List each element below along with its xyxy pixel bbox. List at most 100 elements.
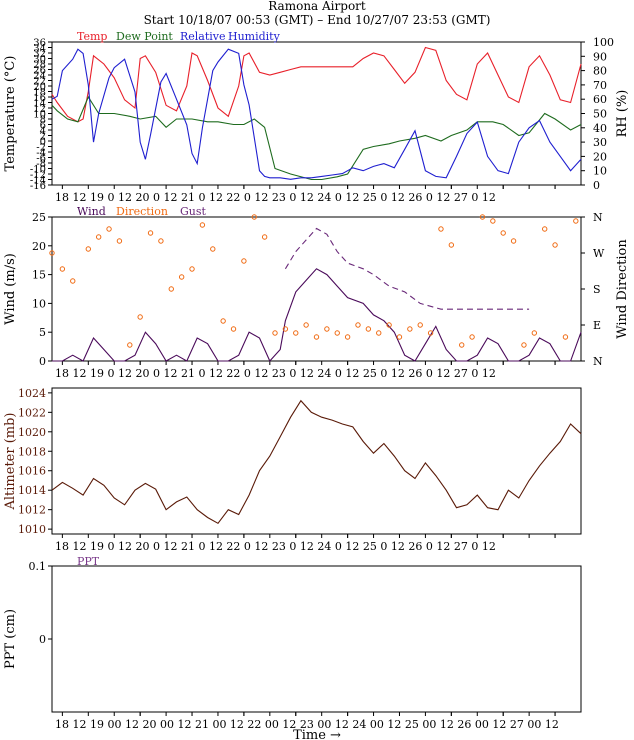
y2-tick-label: 30 bbox=[593, 136, 607, 149]
direction-point bbox=[324, 326, 330, 332]
y-tick-label: 14 bbox=[33, 99, 46, 110]
legend-item: PPT bbox=[77, 555, 100, 568]
y2-tick-label: W bbox=[593, 247, 605, 260]
y2-tick-label: 40 bbox=[593, 122, 607, 135]
y-tick-label: 1010 bbox=[18, 523, 46, 536]
direction-point bbox=[562, 334, 569, 340]
plot-frame bbox=[51, 387, 582, 535]
y-tick-label: 26 bbox=[33, 66, 46, 77]
y-tick-label: 10 bbox=[33, 110, 46, 121]
direction-point bbox=[521, 342, 527, 348]
y2-tick-label: S bbox=[593, 283, 601, 296]
plot-frame bbox=[51, 41, 582, 186]
precipitation-panel: 0 0.1 PPT (cm) 18 12 19 00 12 20 00 12 21 0… bbox=[3, 555, 582, 731]
chart-title: Ramona Airport bbox=[268, 0, 366, 13]
y-axis-label: Wind (m/s) bbox=[3, 253, 18, 325]
y-tick-label: 0 bbox=[39, 355, 46, 368]
legend-item: Direction bbox=[116, 205, 168, 218]
temp-line bbox=[51, 46, 582, 123]
direction-point bbox=[396, 334, 403, 340]
y-axis-label: Altimeter (mb) bbox=[3, 412, 18, 510]
y-tick-label: 1024 bbox=[18, 387, 46, 400]
x-tick-labels: 18 12 19 0 12 20 0 12 21 0 12 22 0 12 23… bbox=[55, 540, 496, 553]
y-tick-label: -4 bbox=[36, 148, 46, 159]
x-axis-label: Time → bbox=[293, 728, 341, 740]
plot-frame bbox=[51, 565, 582, 713]
y2-tick-label: 80 bbox=[593, 65, 607, 78]
y2-tick-label: N bbox=[593, 355, 603, 368]
y-tick-label: -6 bbox=[36, 154, 46, 165]
chart-subtitle: Start 10/18/07 00:53 (GMT) – End 10/27/0… bbox=[144, 13, 491, 27]
direction-point bbox=[427, 330, 434, 336]
y2-tick-label: 90 bbox=[593, 50, 607, 63]
y-tick-label: 4 bbox=[40, 126, 46, 137]
direction-point bbox=[272, 330, 278, 336]
y-tick-label: 2 bbox=[40, 132, 46, 143]
direction-point bbox=[116, 238, 123, 244]
y2-axis-label: RH (%) bbox=[615, 90, 630, 138]
direction-point bbox=[541, 226, 548, 232]
legend-item: Relative bbox=[180, 30, 226, 43]
y-tick-label: 1014 bbox=[18, 484, 46, 497]
direction-point bbox=[230, 326, 237, 332]
wind-line bbox=[52, 268, 582, 362]
direction-point bbox=[199, 222, 206, 228]
direction-point bbox=[376, 330, 382, 336]
y-tick-label: 16 bbox=[33, 93, 46, 104]
y-tick-label: 32 bbox=[33, 49, 46, 60]
y-tick-label: 1020 bbox=[18, 426, 46, 439]
direction-point bbox=[479, 214, 486, 220]
y2-tick-label: E bbox=[593, 319, 601, 332]
direction-point bbox=[303, 322, 309, 328]
direction-point bbox=[365, 326, 372, 332]
direction-point bbox=[220, 318, 226, 324]
wind-panel: 0 5 10 15 20 25 N E S W N Wind (m/s) Wind Direction 1… bbox=[3, 205, 630, 380]
direction-point bbox=[49, 250, 55, 256]
direction-point bbox=[178, 274, 185, 280]
y-tick-label: -14 bbox=[30, 176, 46, 187]
legend-item: Gust bbox=[180, 205, 207, 218]
y-tick-label: 20 bbox=[32, 240, 46, 253]
y-tick-label: -12 bbox=[30, 170, 46, 181]
direction-point bbox=[210, 246, 216, 252]
y-tick-label: 34 bbox=[33, 44, 46, 55]
y2-tick-label: 20 bbox=[593, 150, 607, 163]
y-tick-label: 24 bbox=[33, 71, 46, 82]
y-tick-label: 12 bbox=[33, 104, 46, 115]
direction-point bbox=[417, 322, 423, 328]
direction-point bbox=[313, 334, 320, 340]
direction-point bbox=[510, 238, 517, 244]
y2-tick-label: 60 bbox=[593, 93, 607, 106]
legend-item: Humidity bbox=[228, 30, 281, 43]
y-tick-label: 18 bbox=[33, 88, 46, 99]
y-tick-label: 0 bbox=[39, 633, 46, 646]
direction-point bbox=[531, 330, 538, 336]
y-tick-label: 10 bbox=[32, 297, 46, 310]
direction-point bbox=[70, 278, 76, 284]
direction-point bbox=[189, 266, 195, 272]
y-tick-label: 22 bbox=[33, 77, 46, 88]
y-tick-label: 20 bbox=[33, 82, 46, 93]
gust-line bbox=[284, 227, 530, 310]
direction-point bbox=[438, 226, 444, 232]
direction-point bbox=[448, 242, 455, 248]
y-tick-label: 30 bbox=[33, 55, 46, 66]
direction-point bbox=[137, 314, 143, 320]
x-tick-labels: 18 12 19 0 12 20 0 12 21 0 12 22 0 12 23… bbox=[55, 367, 496, 380]
direction-point bbox=[293, 330, 299, 336]
y-tick-label: 15 bbox=[32, 269, 46, 282]
direction-point bbox=[106, 226, 112, 232]
y-tick-label: 25 bbox=[32, 211, 46, 224]
temperature-panel: 363432302826242220181614121086420-2-4-6-… bbox=[3, 30, 630, 204]
direction-point bbox=[261, 234, 268, 240]
direction-point bbox=[168, 286, 174, 292]
y-tick-label: 36 bbox=[33, 38, 46, 49]
legend-item: Wind bbox=[77, 205, 106, 218]
direction-point bbox=[251, 214, 257, 220]
altimeter-line bbox=[51, 399, 582, 525]
altimeter-panel: 1010 1012 1014 1016 1018 1020 1022 1024Altimete… bbox=[3, 387, 582, 553]
y2-tick-label: 100 bbox=[593, 36, 614, 49]
y2-tick-label: 0 bbox=[593, 179, 600, 192]
direction-point bbox=[469, 334, 475, 340]
